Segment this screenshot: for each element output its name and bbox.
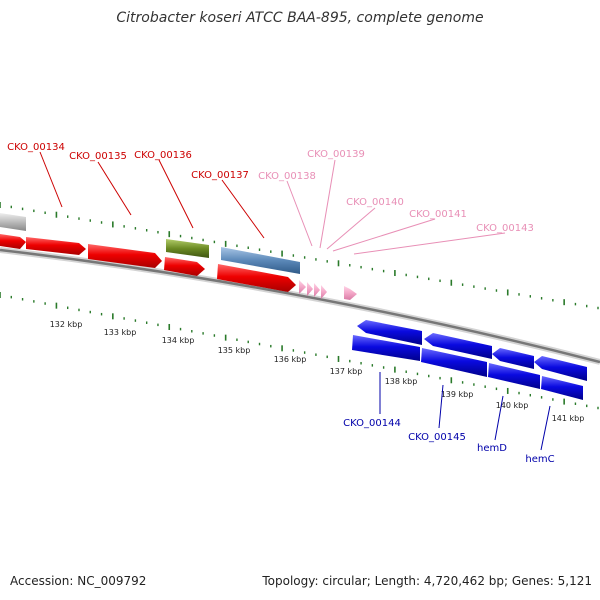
scale-labels: 132 kbp 133 kbp 134 kbp 135 kbp 136 kbp 137 k…	[50, 320, 585, 423]
gene-label[interactable]: CKO_00139	[307, 149, 365, 160]
scale-label: 140 kbp	[496, 401, 529, 410]
gene-label[interactable]: CKO_00141	[409, 209, 467, 220]
gene-labels: CKO_00134 CKO_00135 CKO_00136 CKO_00137 CKO_…	[7, 142, 554, 465]
leader-line	[438, 384, 444, 429]
leader-line	[494, 395, 504, 441]
gene-hemc-a	[534, 356, 587, 381]
scale-label: 138 kbp	[385, 377, 418, 386]
gene-gray-partial	[0, 213, 26, 231]
leader-line	[97, 161, 132, 216]
leader-line	[326, 207, 376, 250]
gene-label[interactable]: CKO_00144	[343, 418, 401, 429]
map-title: Citrobacter koseri ATCC BAA-895, complet…	[116, 10, 483, 26]
forward-genes	[0, 213, 357, 300]
gene-cko00143	[344, 286, 357, 300]
gene-label[interactable]: hemD	[477, 443, 507, 454]
gene-cko00136b	[164, 257, 205, 276]
label-leader-lines	[39, 151, 551, 451]
gene-cko00138	[299, 280, 306, 294]
leader-line	[540, 405, 551, 451]
scale-label: 132 kbp	[50, 320, 83, 329]
gene-cko00145-a	[424, 333, 492, 359]
gene-hemd-a	[492, 348, 534, 369]
scale-label: 134 kbp	[162, 336, 195, 345]
topology-text: Topology: circular; Length: 4,720,462 bp…	[262, 574, 592, 588]
reverse-genes	[352, 320, 587, 400]
gene-cko00139	[307, 282, 313, 296]
gene-label[interactable]: CKO_00138	[258, 171, 316, 182]
gene-label[interactable]: CKO_00134	[7, 142, 65, 153]
gene-cko00137	[217, 264, 296, 292]
leader-line	[39, 151, 63, 208]
leader-line	[221, 179, 265, 239]
leader-line	[286, 180, 313, 247]
gene-cko00137-steel	[221, 247, 300, 274]
gene-cko00135	[26, 237, 86, 255]
gene-label[interactable]: CKO_00136	[134, 150, 192, 161]
leader-line	[158, 159, 194, 229]
scale-label: 139 kbp	[441, 390, 474, 399]
accession-text: Accession: NC_009792	[10, 574, 147, 588]
gene-cko00141	[321, 285, 327, 299]
gene-cko00140	[314, 283, 320, 297]
gene-label[interactable]: hemC	[525, 454, 554, 465]
gene-label[interactable]: CKO_00135	[69, 151, 127, 162]
leader-line	[332, 218, 436, 252]
gene-cko00136	[88, 244, 162, 268]
gene-cko00145-b	[421, 348, 487, 377]
gene-label[interactable]: CKO_00143	[476, 223, 534, 234]
genome-backbone-line	[0, 248, 600, 364]
scale-label: 137 kbp	[330, 367, 363, 376]
leader-line	[353, 232, 506, 255]
gene-cko00134	[0, 234, 26, 249]
gene-label[interactable]: CKO_00145	[408, 432, 466, 443]
gene-label[interactable]: CKO_00137	[191, 170, 249, 181]
gene-cko00144-b	[352, 335, 420, 361]
scale-label: 133 kbp	[104, 328, 137, 337]
scale-label: 136 kbp	[274, 355, 307, 364]
upper-scale-ticks	[0, 202, 599, 310]
gene-cko00144-a	[357, 320, 422, 345]
scale-label: 141 kbp	[552, 414, 585, 423]
gene-cko00136-olive	[166, 239, 209, 258]
leader-line	[319, 159, 336, 249]
lower-scale-ticks	[0, 292, 599, 410]
gene-hemd-b	[488, 363, 540, 389]
gene-hemc-b	[541, 376, 583, 400]
scale-label: 135 kbp	[218, 346, 251, 355]
gene-label[interactable]: CKO_00140	[346, 197, 404, 208]
